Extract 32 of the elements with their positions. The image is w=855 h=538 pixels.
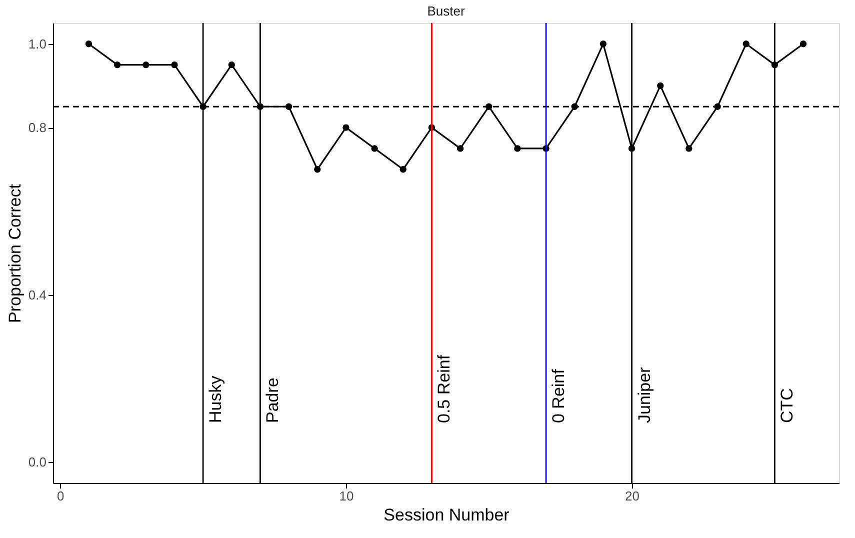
point [114,61,121,68]
chart-title: Buster [427,3,466,18]
ref-line-label: Padre [263,378,282,423]
point [742,40,750,48]
point [371,145,378,152]
point [314,166,321,173]
ref-line-label: CTC [778,388,797,423]
ref-line-label: Husky [206,375,226,423]
point [657,82,664,90]
y-tick-label: 0.8 [28,120,46,136]
point [456,145,464,152]
x-tick-label: 10 [339,488,354,504]
x-axis-title: Session Number [384,506,510,524]
y-tick-label: 1.0 [28,36,46,52]
point [142,61,150,68]
x-tick-label: 20 [625,488,640,504]
x-tick-label: 0 [57,488,64,504]
point [85,40,92,48]
ref-line-label: 0 Reinf [549,368,568,423]
ref-line-label: 0.5 Reinf [434,354,454,423]
ref-line-label: Juniper [634,366,654,423]
point [342,124,350,131]
point [514,145,521,152]
y-axis-title: Proportion Correct [5,184,24,323]
point [800,40,807,48]
y-tick-label: 0.4 [28,287,46,302]
point [171,61,178,68]
point [686,145,692,152]
point [600,40,607,48]
point [400,166,406,173]
point [228,61,235,68]
y-tick-label: 0.0 [28,454,46,470]
